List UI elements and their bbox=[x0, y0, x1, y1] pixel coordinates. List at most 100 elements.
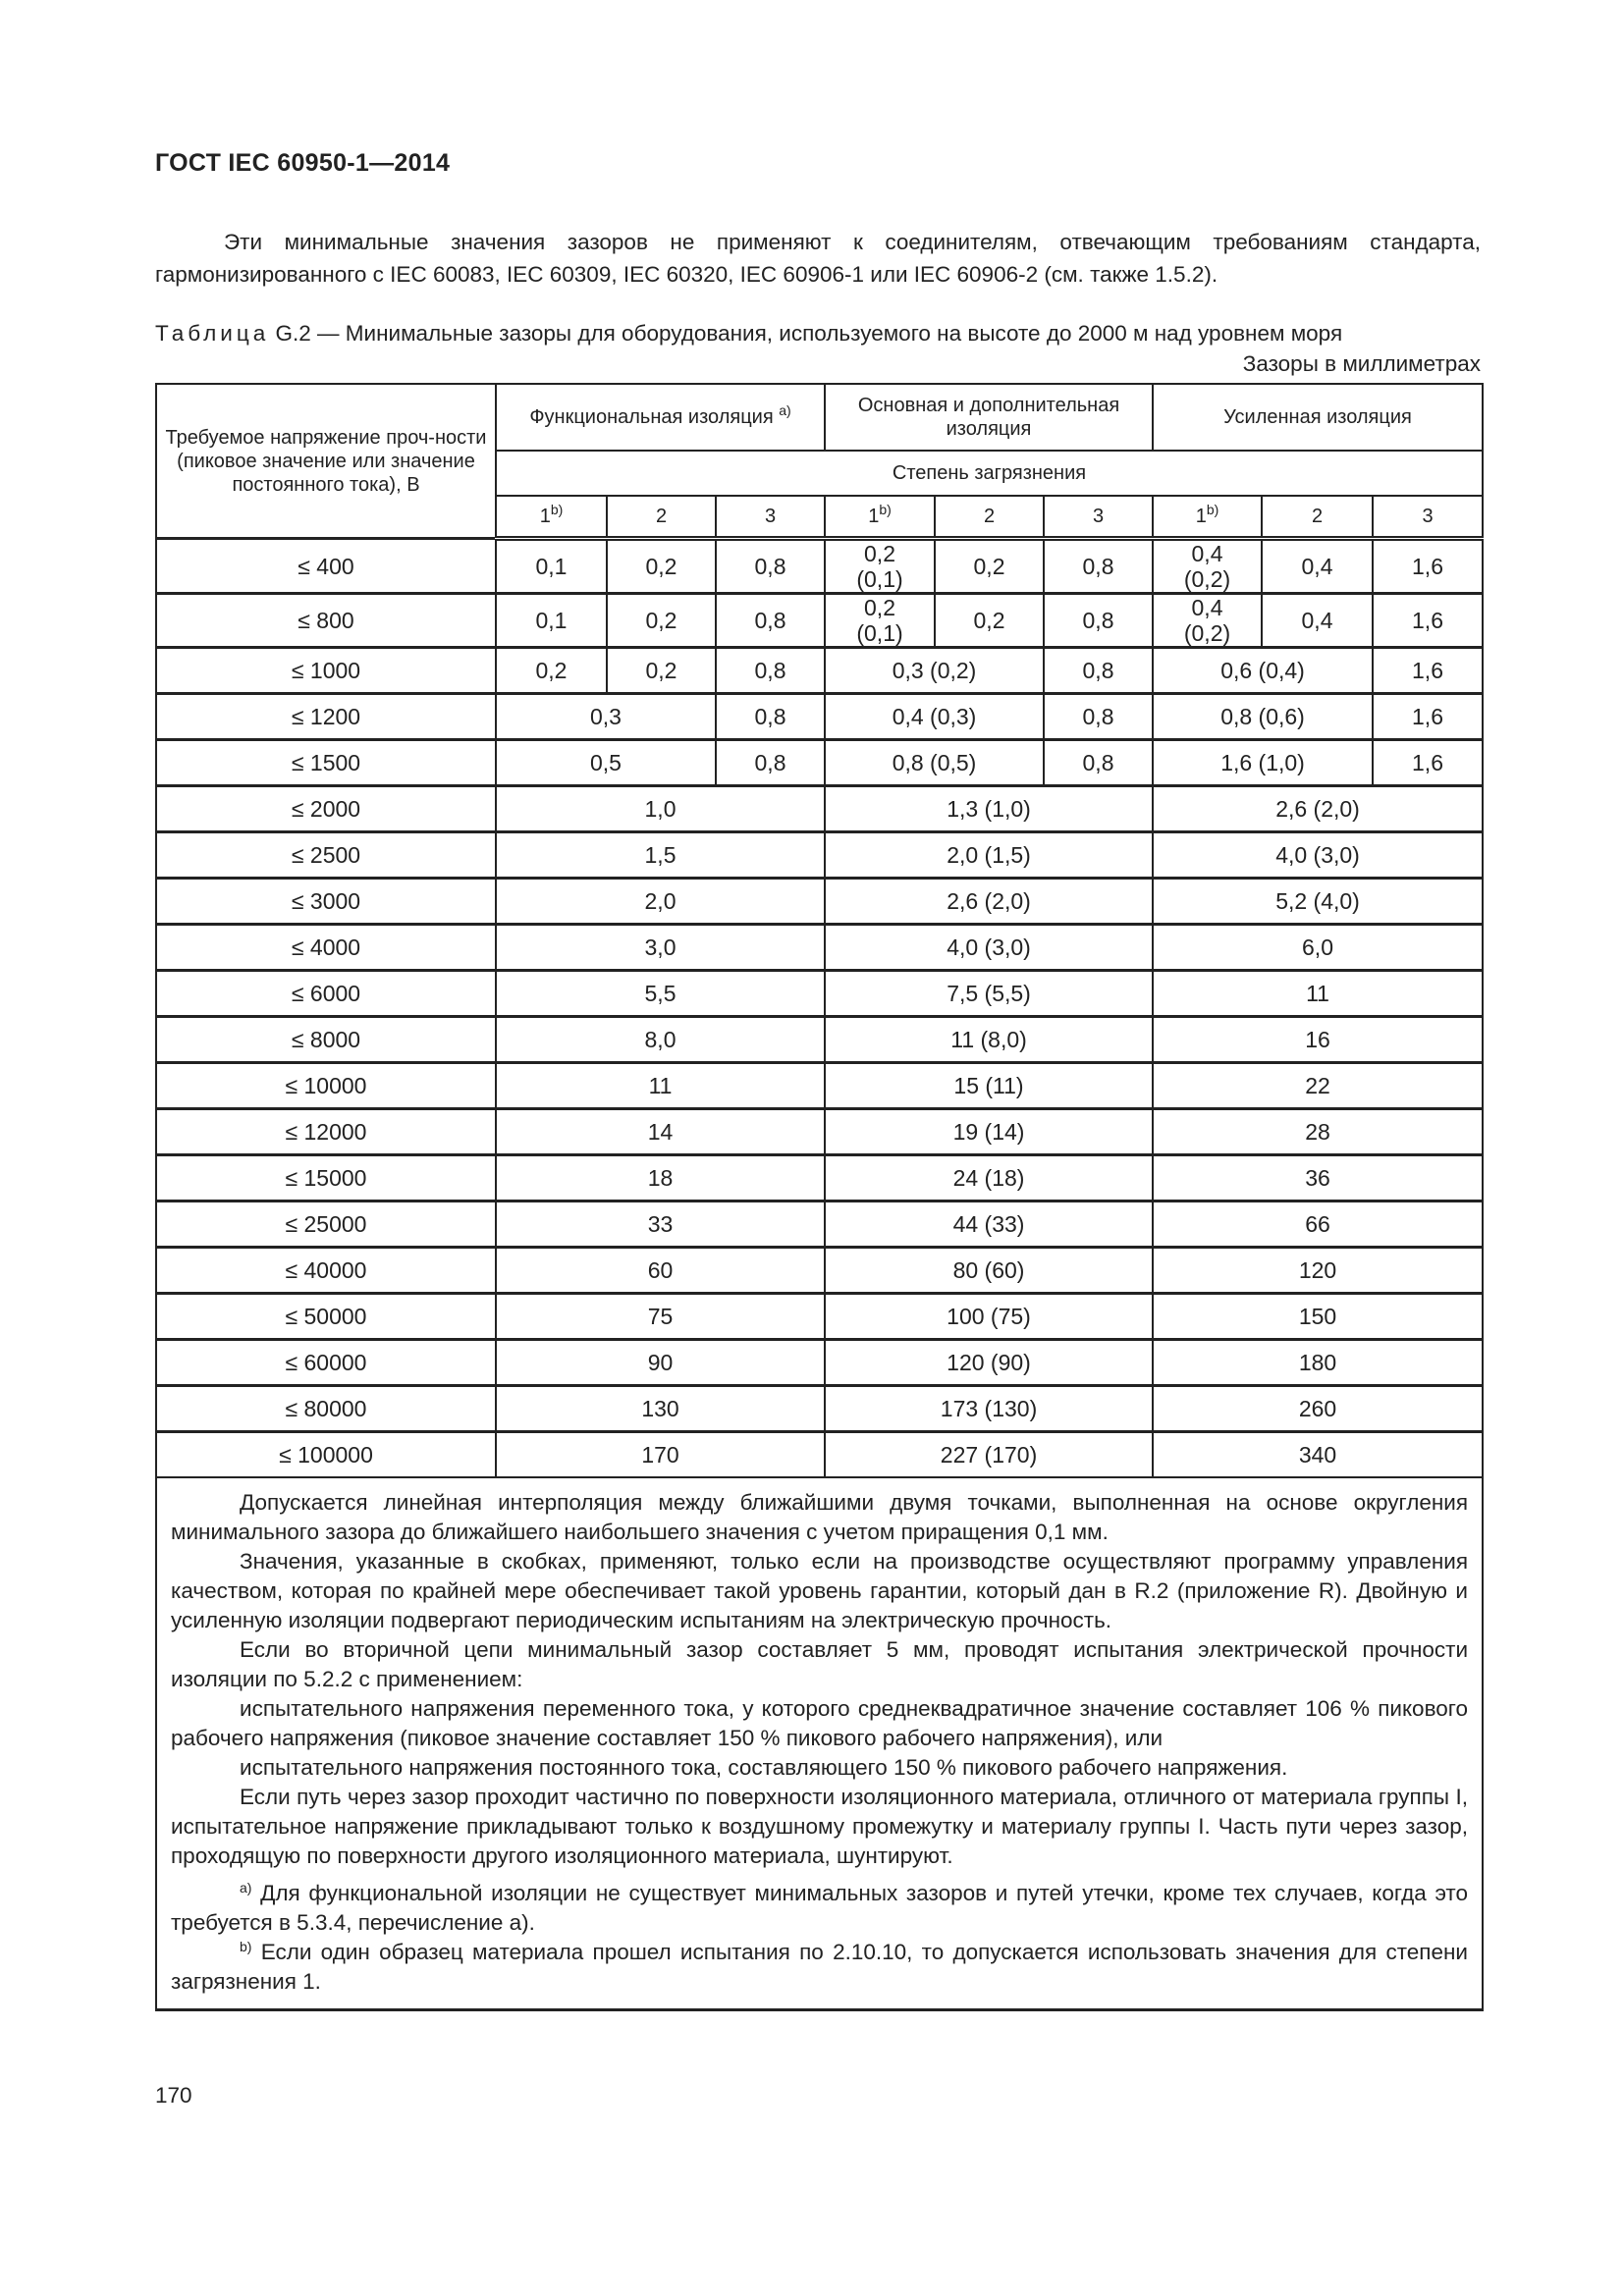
clearance-cell: 0,8 bbox=[1043, 738, 1155, 787]
pollution-degree-3: 3 bbox=[714, 495, 827, 541]
table-row: ≤ 2500 1,5 2,0 (1,5) 4,0 (3,0) bbox=[155, 830, 1485, 880]
table-row: ≤ 2000 1,0 1,3 (1,0) 2,6 (2,0) bbox=[155, 784, 1485, 833]
clearance-cell: 28 bbox=[1152, 1107, 1485, 1156]
voltage-cell: ≤ 1500 bbox=[155, 738, 497, 787]
clearance-cell: 0,8 bbox=[1043, 537, 1155, 595]
table-note: Если путь через зазор проходит частично … bbox=[171, 1785, 1469, 1868]
clearance-cell: 4,0 (3,0) bbox=[824, 923, 1155, 972]
clearance-cell: 15 (11) bbox=[824, 1061, 1155, 1110]
clearance-cell: 227 (170) bbox=[824, 1430, 1155, 1478]
voltage-cell: ≤ 1200 bbox=[155, 692, 497, 741]
clearance-cell: 100 (75) bbox=[824, 1292, 1155, 1341]
clearance-cell: 0,4 bbox=[1261, 592, 1375, 649]
voltage-cell: ≤ 100000 bbox=[155, 1430, 497, 1478]
clearance-cell: 130 bbox=[494, 1384, 827, 1433]
clearance-cell: 0,2 bbox=[606, 646, 717, 695]
clearance-cell: 2,6 (2,0) bbox=[824, 877, 1155, 926]
clearances-table: Требуемое напряжение проч-ности (пиковое… bbox=[154, 383, 1485, 2011]
clearance-cell: 8,0 bbox=[494, 1015, 827, 1064]
table-row: ≤ 50000 75 100 (75) 150 bbox=[155, 1292, 1485, 1341]
voltage-cell: ≤ 4000 bbox=[155, 923, 497, 972]
clearance-cell: 0,2 bbox=[495, 646, 608, 695]
footnote: b) Если один образец материала прошел ис… bbox=[171, 1939, 1468, 1994]
clearance-cell: 90 bbox=[494, 1338, 827, 1387]
intro-paragraph: Эти минимальные значения зазоров не прим… bbox=[155, 226, 1481, 291]
clearance-cell: 4,0 (3,0) bbox=[1152, 830, 1485, 880]
page-number: 170 bbox=[155, 2083, 192, 2108]
clearance-cell: 0,8 bbox=[714, 738, 827, 787]
voltage-cell: ≤ 50000 bbox=[155, 1292, 497, 1341]
clearance-cell: 0,2 bbox=[934, 592, 1046, 649]
voltage-cell: ≤ 15000 bbox=[155, 1153, 497, 1202]
footnote: a) Для функциональной изоляции не сущест… bbox=[171, 1880, 1468, 1935]
clearance-cell: 1,6 (1,0) bbox=[1152, 738, 1375, 787]
clearance-cell: 24 (18) bbox=[824, 1153, 1155, 1202]
pollution-degree-2: 2 bbox=[606, 495, 717, 541]
clearance-cell: 18 bbox=[494, 1153, 827, 1202]
pollution-degree-5: 2 bbox=[934, 495, 1046, 541]
clearance-cell: 260 bbox=[1152, 1384, 1485, 1433]
clearance-cell: 1,6 bbox=[1372, 692, 1485, 741]
voltage-cell: ≤ 800 bbox=[155, 592, 497, 649]
group-reinforced: Усиленная изоляция bbox=[1152, 383, 1485, 452]
voltage-cell: ≤ 1000 bbox=[155, 646, 497, 695]
clearance-cell: 11 bbox=[494, 1061, 827, 1110]
clearance-cell: 14 bbox=[494, 1107, 827, 1156]
table-row: ≤ 4000 3,0 4,0 (3,0) 6,0 bbox=[155, 923, 1485, 972]
table-caption: Таблица G.2 — Минимальные зазоры для обо… bbox=[155, 318, 1481, 379]
clearance-cell: 0,2 (0,1) bbox=[824, 592, 937, 649]
table-row: ≤ 8000 8,0 11 (8,0) 16 bbox=[155, 1015, 1485, 1064]
voltage-cell: ≤ 25000 bbox=[155, 1200, 497, 1249]
clearance-cell: 0,5 bbox=[495, 738, 717, 787]
table-row: ≤ 60000 90 120 (90) 180 bbox=[155, 1338, 1485, 1387]
table-note: испытательного напряжения переменного то… bbox=[171, 1696, 1469, 1750]
intro-text: Эти минимальные значения зазоров не прим… bbox=[155, 230, 1481, 287]
caption-label: Таблица bbox=[155, 321, 270, 346]
clearance-cell: 173 (130) bbox=[824, 1384, 1155, 1433]
clearance-cell: 0,8 bbox=[714, 537, 827, 595]
clearance-cell: 33 bbox=[494, 1200, 827, 1249]
voltage-cell: ≤ 2000 bbox=[155, 784, 497, 833]
group-functional: Функциональная изоляция a) bbox=[494, 383, 827, 452]
voltage-cell: ≤ 400 bbox=[155, 537, 497, 595]
clearance-cell: 2,0 (1,5) bbox=[824, 830, 1155, 880]
clearance-cell: 11 bbox=[1152, 969, 1485, 1018]
clearance-cell: 0,8 bbox=[714, 692, 827, 741]
clearance-cell: 0,8 bbox=[714, 592, 827, 649]
voltage-cell: ≤ 10000 bbox=[155, 1061, 497, 1110]
table-row: ≤ 12000 14 19 (14) 28 bbox=[155, 1107, 1485, 1156]
clearance-cell: 1,3 (1,0) bbox=[824, 784, 1155, 833]
table-row: ≤ 1500 0,5 0,8 0,8 (0,5) 0,8 1,6 (1,0) 1,6 bbox=[155, 738, 1485, 787]
clearance-cell: 180 bbox=[1152, 1338, 1485, 1387]
clearance-cell: 0,8 bbox=[1043, 646, 1155, 695]
clearance-cell: 0,2 bbox=[606, 592, 717, 649]
group-basic-supplementary: Основная и дополнительная изоляция bbox=[824, 383, 1155, 452]
voltage-cell: ≤ 80000 bbox=[155, 1384, 497, 1433]
pollution-degree-1: 1b) bbox=[495, 495, 608, 541]
clearance-cell: 75 bbox=[494, 1292, 827, 1341]
clearance-cell: 120 (90) bbox=[824, 1338, 1155, 1387]
clearance-cell: 0,2 (0,1) bbox=[824, 537, 937, 595]
clearance-cell: 1,6 bbox=[1372, 537, 1485, 595]
table-note: Допускается линейная интерполяция между … bbox=[171, 1490, 1469, 1544]
table-row: ≤ 400 0,1 0,2 0,8 0,2 (0,1) 0,2 0,8 0,4 (0,2) 0,… bbox=[155, 537, 1485, 595]
pollution-degree-header: Степень загрязнения bbox=[494, 450, 1485, 497]
voltage-cell: ≤ 3000 bbox=[155, 877, 497, 926]
pollution-degree-9: 3 bbox=[1372, 495, 1485, 541]
clearance-cell: 0,2 bbox=[934, 537, 1046, 595]
table-note: испытательного напряжения постоянного то… bbox=[240, 1755, 1288, 1780]
table-row: ≤ 6000 5,5 7,5 (5,5) 11 bbox=[155, 969, 1485, 1018]
clearance-cell: 16 bbox=[1152, 1015, 1485, 1064]
caption-units: Зазоры в миллиметрах bbox=[1242, 351, 1481, 376]
clearance-cell: 80 (60) bbox=[824, 1246, 1155, 1295]
clearance-cell: 2,6 (2,0) bbox=[1152, 784, 1485, 833]
clearance-cell: 7,5 (5,5) bbox=[824, 969, 1155, 1018]
table-row: ≤ 800 0,1 0,2 0,8 0,2 (0,1) 0,2 0,8 0,4 (0,2) 0,… bbox=[155, 592, 1485, 649]
voltage-cell: ≤ 60000 bbox=[155, 1338, 497, 1387]
clearance-cell: 340 bbox=[1152, 1430, 1485, 1478]
clearance-cell: 0,8 bbox=[714, 646, 827, 695]
clearance-cell: 0,4 (0,2) bbox=[1152, 592, 1264, 649]
clearance-cell: 66 bbox=[1152, 1200, 1485, 1249]
voltage-cell: ≤ 12000 bbox=[155, 1107, 497, 1156]
clearance-cell: 5,5 bbox=[494, 969, 827, 1018]
